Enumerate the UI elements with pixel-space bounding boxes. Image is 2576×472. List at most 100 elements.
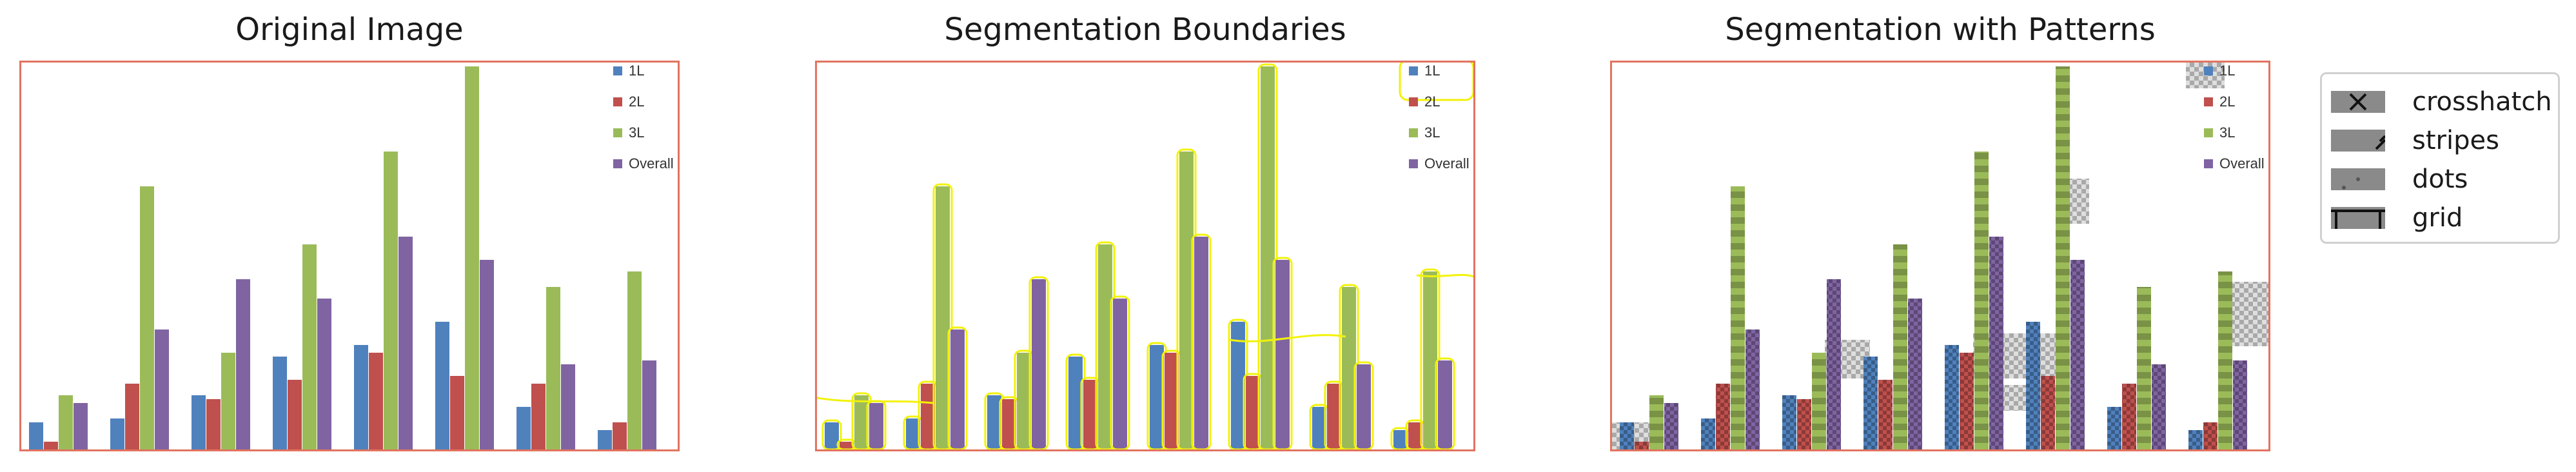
legend-label-crosshatch: crosshatch: [2412, 87, 2552, 117]
bar-3l-6: [1261, 66, 1275, 449]
dots-swatch-icon: [2331, 168, 2385, 190]
legend-label-3l: 3L: [629, 124, 644, 141]
bar-3l-8: [627, 271, 642, 449]
bar-1l-2: [906, 418, 920, 449]
bar-1l-3: [987, 395, 1001, 449]
bar-3l-4: [302, 244, 317, 449]
segment-boundary: [821, 419, 842, 449]
bar-pattern-overlay: [2152, 364, 2166, 449]
bar-2l-4: [1083, 380, 1097, 449]
legend-swatch-1l: [2204, 66, 2213, 75]
bar-pattern-overlay: [2203, 422, 2217, 449]
legend-swatch-2l: [2204, 97, 2213, 106]
bar-2l-3: [1002, 399, 1016, 449]
bar-pattern-overlay: [1974, 152, 1989, 449]
bar-3l-3: [221, 353, 235, 449]
bar-overall-8: [642, 360, 656, 449]
bar-1l-2: [110, 418, 124, 449]
original-image-plot: 1L 2L 3L Overall: [19, 61, 680, 451]
bar-pattern-overlay: [1635, 442, 1649, 449]
bar-2l-7: [531, 384, 546, 449]
segmentation-boundaries-plot: 1L 2L 3L Overall: [815, 61, 1475, 451]
bar-3l-5: [384, 152, 398, 449]
bar-3l-6: [465, 66, 479, 449]
segmentation-patterns-plot: 1L 2L 3L Overall: [1610, 61, 2270, 451]
bar-2l-8: [613, 422, 627, 449]
bar-overall-1: [74, 403, 88, 449]
bar-overall-8: [1438, 360, 1452, 449]
bar-overall-1: [869, 403, 883, 449]
bar-1l-8: [1393, 430, 1408, 449]
legend-swatch-3l: [613, 128, 622, 137]
chart-svg-patterns: 1L 2L 3L Overall: [1612, 63, 2268, 449]
bar-pattern-overlay: [2137, 287, 2151, 449]
bar-pattern-overlay: [1745, 329, 1760, 449]
segment-boundary: [817, 273, 1473, 404]
segment-boundary: [1110, 295, 1130, 449]
bar-2l-6: [450, 376, 464, 449]
bar-pattern-overlay: [1664, 403, 1678, 449]
bar-pattern-overlay: [2041, 376, 2055, 449]
bar-pattern-overlay: [1945, 345, 1959, 449]
bar-2l-5: [369, 353, 383, 449]
bar-pattern-overlay: [1649, 395, 1664, 449]
bar-1l-4: [273, 357, 287, 449]
bar-2l-2: [125, 384, 139, 449]
bar-pattern-overlay: [1701, 418, 1715, 449]
bar-overall-6: [1275, 260, 1290, 449]
legend-label-1l: 1L: [1424, 63, 1440, 79]
bar-overall-3: [1032, 279, 1046, 449]
bar-overall-3: [236, 279, 250, 449]
bar-overall-7: [1357, 364, 1371, 449]
segment-boundary: [1399, 63, 1473, 101]
legend-swatch-1l: [613, 66, 622, 75]
bar-overall-4: [1113, 299, 1127, 449]
legend-label-overall: Overall: [1424, 155, 1470, 172]
bar-pattern-overlay: [1731, 186, 1745, 449]
segment-boundary: [1257, 63, 1278, 449]
bar-overall-5: [398, 237, 413, 449]
bar-2l-1: [44, 442, 58, 449]
bar-3l-8: [1423, 271, 1437, 449]
panel-title-boundaries: Segmentation Boundaries: [944, 12, 1346, 48]
bar-1l-3: [192, 395, 206, 449]
bar-pattern-overlay: [2107, 407, 2121, 449]
bar-pattern-overlay: [1716, 384, 1730, 449]
bar-2l-3: [206, 399, 221, 449]
bar-pattern-overlay: [2218, 271, 2232, 449]
bar-pattern-overlay: [1989, 237, 2003, 449]
legend-label-2l: 2L: [2219, 93, 2235, 110]
bar-pattern-overlay: [2026, 322, 2040, 449]
legend-label-1l: 1L: [2219, 63, 2235, 79]
bar-1l-6: [435, 322, 449, 449]
bar-1l-5: [1150, 345, 1164, 449]
bar-pattern-overlay: [1827, 279, 1841, 449]
segment-boundary: [932, 183, 953, 449]
bar-3l-3: [1017, 353, 1031, 449]
bar-1l-8: [598, 430, 612, 449]
grid-swatch-icon: [2331, 207, 2385, 229]
bar-3l-2: [140, 186, 154, 449]
legend-label-overall: Overall: [2219, 155, 2265, 172]
bar-overall-7: [561, 364, 575, 449]
bar-1l-1: [29, 422, 43, 449]
bar-pattern-overlay: [2122, 384, 2136, 449]
crosshatch-swatch-icon: [2331, 91, 2385, 113]
segment-boundary: [947, 326, 968, 449]
bar-2l-7: [1327, 384, 1341, 449]
legend-swatch-overall: [613, 159, 622, 168]
bar-1l-5: [354, 345, 368, 449]
bar-pattern-overlay: [1863, 357, 1878, 449]
bar-2l-6: [1246, 376, 1260, 449]
bar-pattern-overlay: [2188, 430, 2203, 449]
bar-pattern-overlay: [1797, 399, 1811, 449]
bar-2l-2: [921, 384, 935, 449]
segment-boundary: [1353, 361, 1374, 449]
legend-label-overall: Overall: [629, 155, 674, 172]
bar-pattern-overlay: [1893, 244, 1907, 449]
bar-pattern-overlay: [2070, 260, 2085, 449]
pattern-region: [2231, 282, 2268, 346]
bar-3l-7: [1342, 287, 1356, 449]
bar-pattern-overlay: [2233, 360, 2247, 449]
legend-label-3l: 3L: [1424, 124, 1440, 141]
